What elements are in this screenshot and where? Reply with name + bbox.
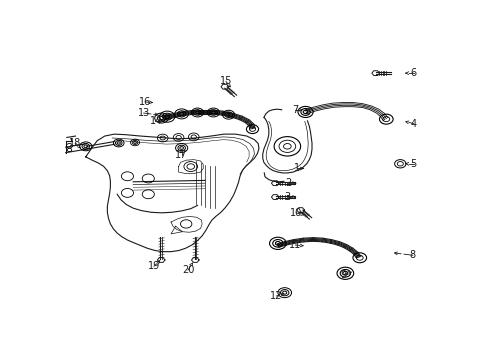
Text: 2: 2 <box>285 178 291 188</box>
Text: 5: 5 <box>409 159 416 169</box>
Text: 11: 11 <box>288 240 301 250</box>
Text: 1: 1 <box>293 163 299 174</box>
Text: 19: 19 <box>147 261 160 271</box>
Text: 16: 16 <box>139 97 151 107</box>
Text: 8: 8 <box>409 250 415 260</box>
Text: 10: 10 <box>289 208 302 218</box>
Text: 20: 20 <box>182 265 194 275</box>
Text: 15: 15 <box>219 76 232 86</box>
Text: 6: 6 <box>409 68 416 78</box>
Text: 18: 18 <box>69 138 81 148</box>
Text: 14: 14 <box>149 116 162 126</box>
Text: 7: 7 <box>292 105 298 115</box>
Text: 9: 9 <box>340 270 346 280</box>
Text: 3: 3 <box>284 192 290 202</box>
Text: 17: 17 <box>175 150 187 159</box>
Text: 13: 13 <box>137 108 149 118</box>
Text: 4: 4 <box>409 118 416 129</box>
Text: 12: 12 <box>270 291 282 301</box>
